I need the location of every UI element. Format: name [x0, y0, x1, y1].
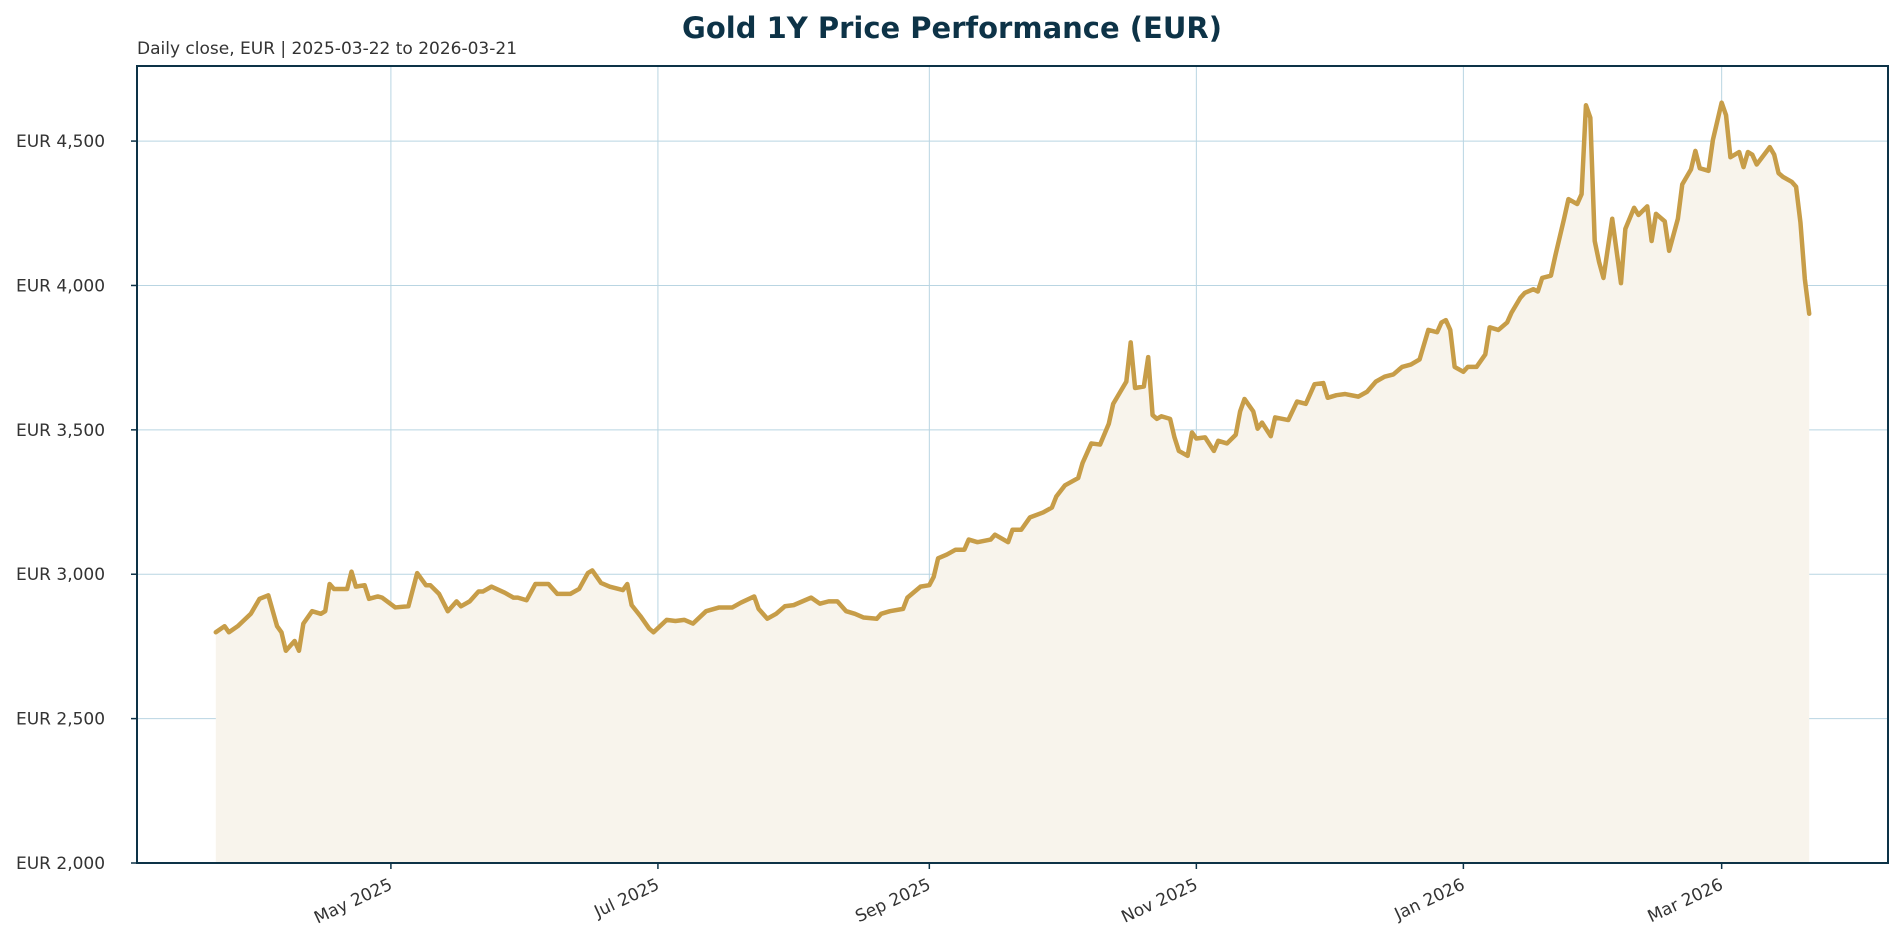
x-tick-label: Jul 2025	[591, 875, 663, 923]
y-tick-label: EUR 2,500	[16, 710, 105, 730]
y-tick-label: EUR 3,500	[16, 421, 105, 441]
price-line	[213, 100, 1812, 654]
area	[215, 102, 1810, 864]
x-tick-label: Mar 2026	[1645, 875, 1727, 927]
x-tick-label: Jan 2026	[1391, 875, 1468, 925]
y-tick-label: EUR 3,000	[16, 565, 105, 585]
x-tick-label: Sep 2025	[852, 875, 934, 927]
chart-subtitle: Daily close, EUR | 2025-03-22 to 2026-03…	[137, 39, 517, 59]
plot	[213, 100, 1812, 864]
y-tick-label: EUR 4,000	[16, 276, 105, 296]
x-tick-label: Nov 2025	[1118, 875, 1201, 928]
x-tick-label: May 2025	[311, 875, 395, 929]
y-tick-label: EUR 2,000	[16, 854, 105, 874]
chart-title: Gold 1Y Price Performance (EUR)	[682, 11, 1222, 45]
y-tick-label: EUR 4,500	[16, 132, 105, 152]
plot-frame	[136, 65, 1889, 864]
